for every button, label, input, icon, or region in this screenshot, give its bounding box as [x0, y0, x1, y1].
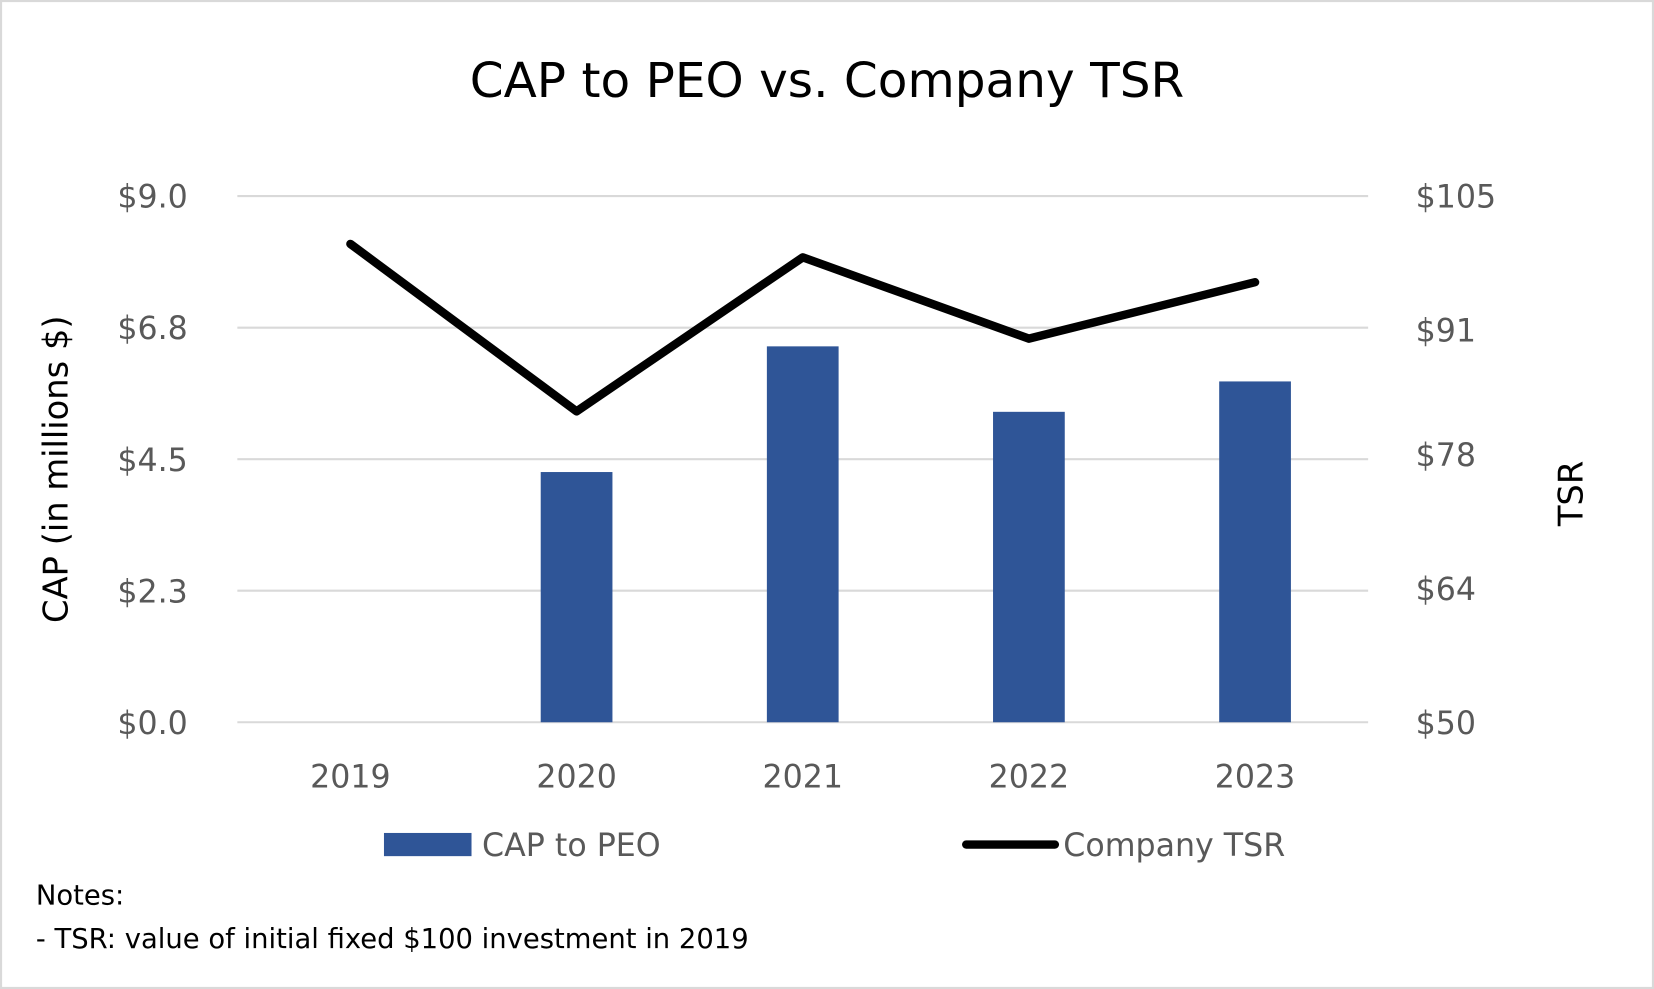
x-tick-label: 2023 [1215, 760, 1296, 796]
bar-cap-to-peo-2020 [540, 472, 613, 723]
y-left-tick-label: $4.5 [117, 443, 187, 479]
legend-label-cap: CAP to PEO [482, 828, 661, 864]
y-left-tick-label: $2.3 [117, 574, 187, 610]
bar-cap-to-peo-2022 [993, 411, 1065, 723]
bar-cap-to-peo-2021 [766, 346, 839, 723]
chart-title: CAP to PEO vs. Company TSR [470, 53, 1185, 109]
legend-swatch-cap [383, 832, 472, 857]
y-right-tick-label: $105 [1416, 180, 1497, 216]
y-left-tick-label: $0.0 [117, 706, 187, 742]
y-right-tick-label: $64 [1416, 572, 1476, 608]
y-right-tick-label: $50 [1416, 706, 1476, 742]
y-left-tick-label: $6.8 [117, 311, 187, 347]
y-right-tick-label: $91 [1416, 314, 1476, 350]
y-left-axis-label: CAP (in millions $) [37, 315, 76, 623]
x-tick-label: 2021 [762, 760, 843, 796]
x-tick-label: 2020 [536, 760, 617, 796]
y-right-axis-label: TSR [1551, 461, 1590, 527]
y-right-tick-label: $78 [1416, 438, 1476, 474]
y-left-tick-label: $9.0 [117, 180, 187, 216]
x-tick-label: 2019 [310, 760, 391, 796]
legend-label-tsr: Company TSR [1063, 828, 1285, 864]
bar-cap-to-peo-2023 [1219, 381, 1291, 723]
notes-heading: Notes: [36, 881, 124, 912]
notes-line: - TSR: value of initial fixed $100 inves… [36, 924, 749, 955]
x-tick-label: 2022 [989, 760, 1070, 796]
